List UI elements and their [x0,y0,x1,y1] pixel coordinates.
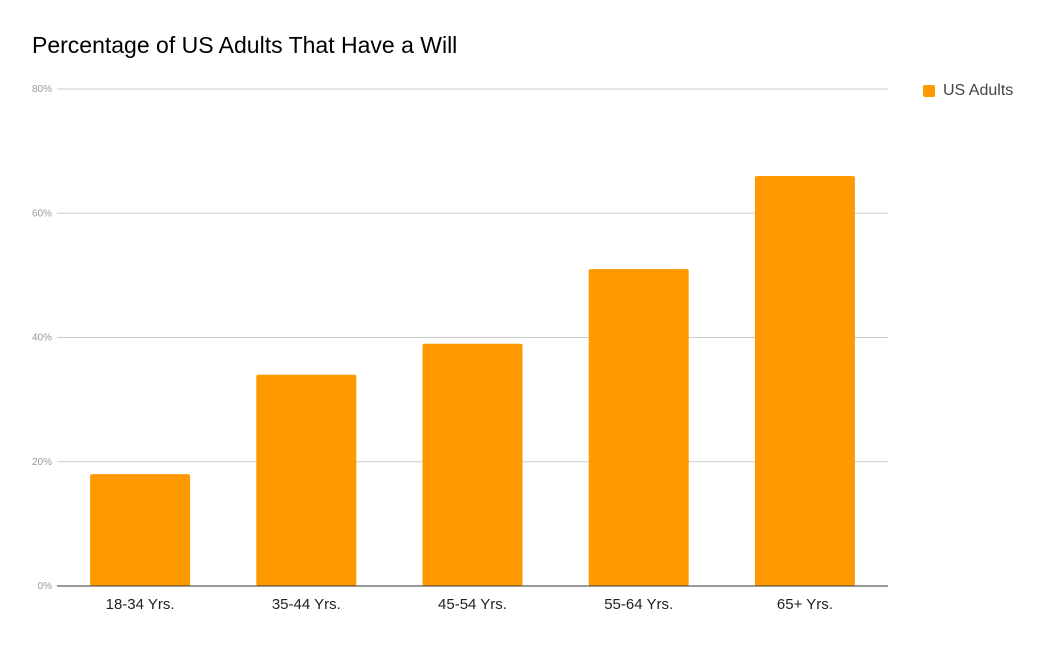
y-tick-label: 40% [32,333,52,344]
x-category-label: 18-34 Yrs. [106,596,175,613]
legend: US Adults [923,82,1013,100]
x-category-label: 35-44 Yrs. [272,596,341,613]
y-tick-label: 0% [38,581,53,592]
bar [422,343,523,586]
x-category-label: 55-64 Yrs. [604,596,673,613]
legend-swatch [923,85,935,97]
bar [90,474,191,586]
bar [754,175,855,586]
legend-label-us-adults: US Adults [943,82,1014,99]
x-category-label: 45-54 Yrs. [438,596,507,613]
bar [256,374,357,586]
y-tick-label: 20% [32,457,52,468]
y-tick-label: 60% [32,208,52,219]
bar [588,269,689,586]
x-category-label: 65+ Yrs. [777,596,833,613]
y-tick-label: 80% [32,84,52,95]
chart-title: Percentage of US Adults That Have a Will [32,32,458,58]
